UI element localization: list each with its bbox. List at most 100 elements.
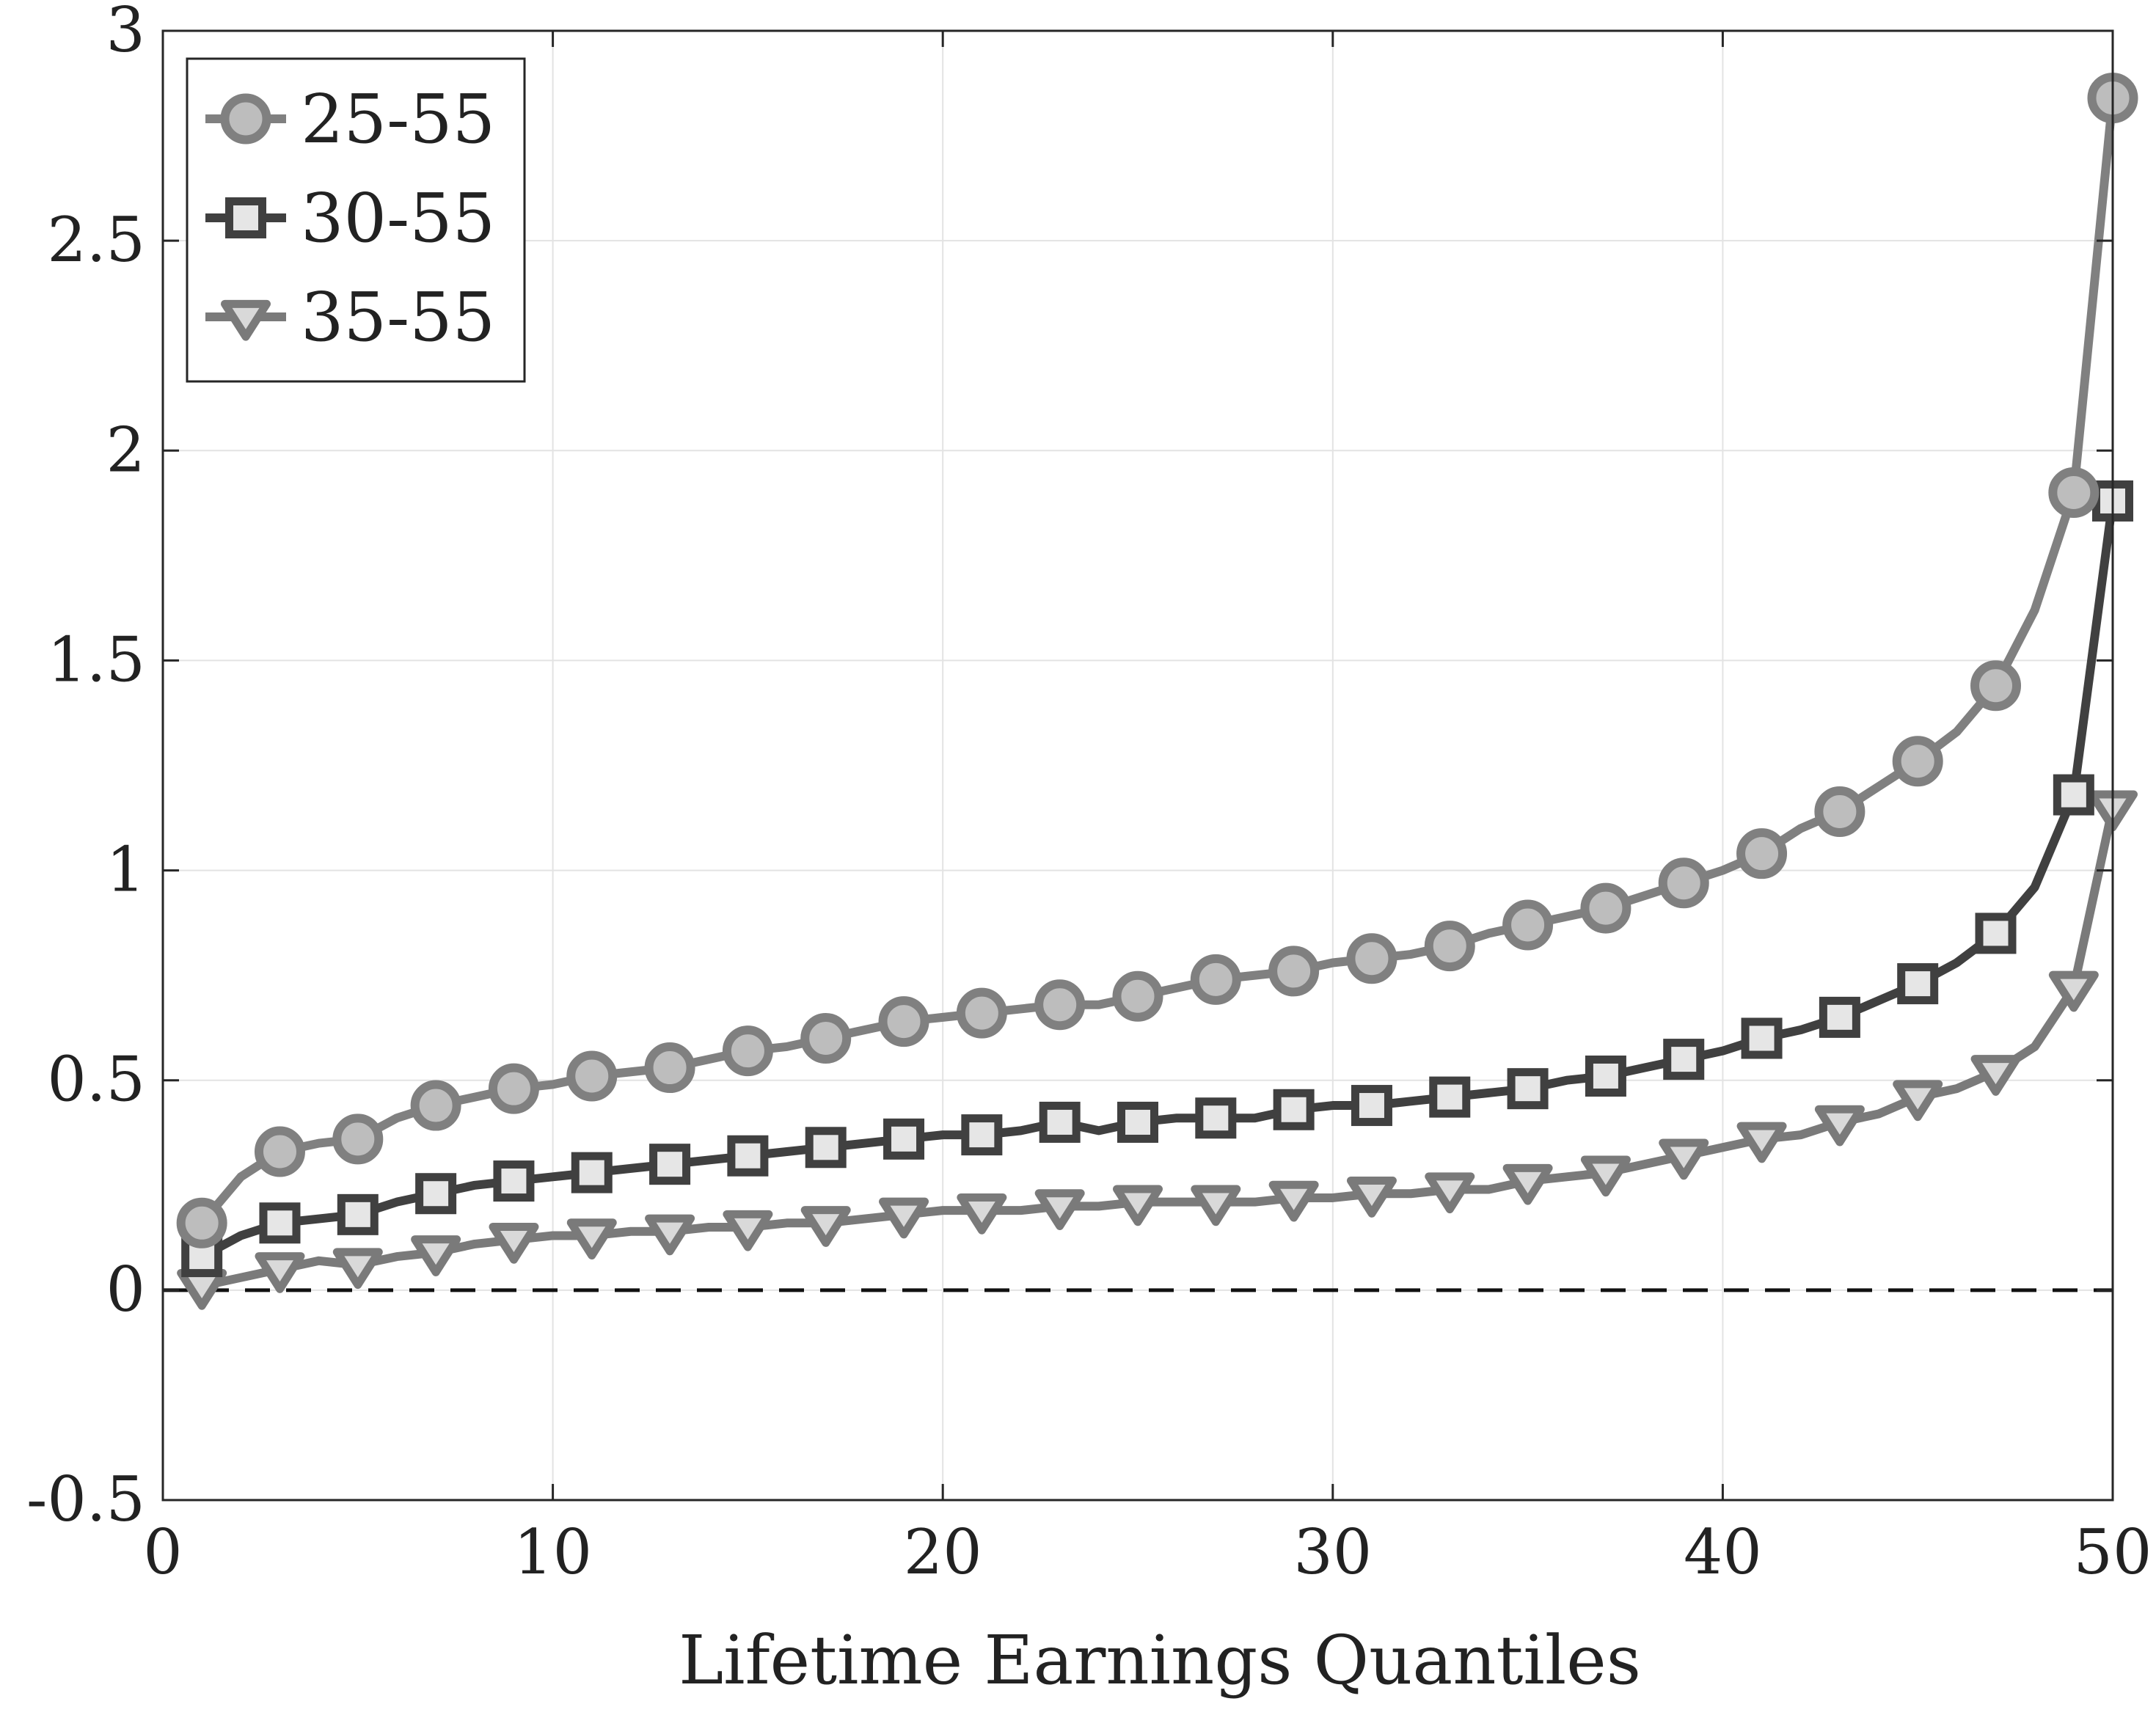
data-point bbox=[2048, 970, 2099, 1012]
data-point bbox=[1273, 1089, 1315, 1130]
data-point bbox=[1195, 1097, 1237, 1139]
x-tick-label: 30 bbox=[1293, 1516, 1372, 1588]
data-point bbox=[1502, 899, 1554, 951]
data-point bbox=[255, 1252, 305, 1293]
data-point bbox=[1034, 979, 1086, 1031]
data-point bbox=[1268, 946, 1320, 997]
legend-item: 25-55 bbox=[205, 80, 495, 158]
data-point bbox=[1736, 1122, 1787, 1163]
data-point bbox=[956, 987, 1007, 1039]
data-point bbox=[177, 1268, 227, 1310]
series-30-55 bbox=[181, 480, 2133, 1278]
data-point bbox=[254, 1126, 305, 1177]
data-point bbox=[1580, 1155, 1631, 1197]
data-point bbox=[566, 1218, 617, 1260]
data-point bbox=[800, 1206, 851, 1247]
data-point bbox=[1507, 1068, 1549, 1110]
data-point bbox=[1117, 1101, 1158, 1143]
data-point bbox=[1429, 1076, 1471, 1118]
legend-marker bbox=[220, 93, 271, 145]
data-point bbox=[1580, 882, 1631, 934]
series-25-55 bbox=[176, 73, 2138, 1248]
data-point bbox=[489, 1223, 539, 1264]
data-point bbox=[727, 1135, 769, 1177]
legend: 25-55 30-55 35-55 bbox=[186, 57, 526, 383]
data-point bbox=[411, 1235, 461, 1276]
x-tick-label: 0 bbox=[143, 1516, 182, 1588]
y-tick-label: 1 bbox=[106, 834, 145, 906]
data-point bbox=[805, 1127, 847, 1169]
data-point bbox=[2048, 467, 2100, 519]
y-tick-label: 3 bbox=[106, 0, 145, 66]
data-point bbox=[1970, 1055, 2021, 1096]
data-point bbox=[488, 1063, 539, 1114]
legend-item: 35-55 bbox=[205, 278, 495, 356]
data-point bbox=[1814, 1105, 1865, 1147]
legend-label: 25-55 bbox=[301, 80, 495, 158]
series-line bbox=[197, 802, 2117, 1291]
series-35-55 bbox=[177, 790, 2138, 1310]
data-point bbox=[1346, 1177, 1397, 1218]
data-point bbox=[1814, 786, 1866, 837]
data-point bbox=[645, 1214, 695, 1256]
data-point bbox=[332, 1248, 383, 1290]
data-point bbox=[1741, 1017, 1783, 1059]
data-point bbox=[1191, 1185, 1241, 1226]
x-tick-label: 20 bbox=[904, 1516, 982, 1588]
x-tick-label: 50 bbox=[2074, 1516, 2152, 1588]
y-tick-label: 2.5 bbox=[47, 204, 145, 276]
data-point bbox=[1424, 921, 1475, 972]
data-point bbox=[415, 1173, 457, 1215]
data-point bbox=[1346, 933, 1397, 984]
data-point bbox=[571, 1152, 613, 1193]
data-point bbox=[1893, 1080, 1943, 1122]
x-axis-title: Lifetime Earnings Quantiles bbox=[679, 1621, 1641, 1700]
data-point bbox=[1112, 970, 1163, 1022]
y-tick-label: 0.5 bbox=[47, 1044, 145, 1116]
y-tick-label: -0.5 bbox=[26, 1463, 145, 1535]
data-point bbox=[957, 1193, 1007, 1235]
data-point bbox=[1190, 954, 1241, 1005]
x-tick-label: 40 bbox=[1684, 1516, 1762, 1588]
data-point bbox=[337, 1193, 379, 1235]
axis-ticks: 0 10 20 30 40 50-0.500.511.522.53 bbox=[26, 0, 2152, 1588]
data-point bbox=[1658, 857, 1709, 909]
data-point bbox=[176, 1197, 227, 1248]
data-point bbox=[1113, 1185, 1163, 1226]
data-point bbox=[493, 1160, 535, 1202]
data-point bbox=[1659, 1138, 1709, 1180]
data-point bbox=[800, 1012, 852, 1064]
data-point bbox=[566, 1050, 618, 1102]
data-point bbox=[1425, 1172, 1475, 1214]
data-point bbox=[259, 1202, 301, 1244]
data-point bbox=[2053, 774, 2094, 816]
data-point bbox=[332, 1114, 384, 1165]
x-tick-label: 10 bbox=[514, 1516, 592, 1588]
data-point bbox=[1897, 963, 1939, 1005]
data-point bbox=[1034, 1189, 1085, 1230]
data-point bbox=[878, 996, 929, 1047]
y-tick-label: 1.5 bbox=[47, 624, 145, 695]
data-point bbox=[1268, 1180, 1319, 1222]
legend-label: 30-55 bbox=[301, 179, 495, 257]
data-point bbox=[879, 1197, 929, 1239]
data-point bbox=[1975, 913, 2017, 954]
data-point bbox=[1819, 996, 1860, 1038]
series-line bbox=[197, 496, 2117, 1262]
data-point bbox=[1663, 1039, 1705, 1080]
data-point bbox=[723, 1210, 773, 1251]
data-point bbox=[644, 1042, 695, 1094]
legend-marker bbox=[221, 299, 271, 341]
y-tick-label: 0 bbox=[106, 1254, 145, 1325]
data-point bbox=[1892, 736, 1943, 787]
data-point bbox=[1502, 1163, 1553, 1205]
data-point bbox=[1970, 660, 2022, 712]
data-point bbox=[410, 1080, 461, 1131]
data-point bbox=[1039, 1101, 1081, 1143]
data-point bbox=[722, 1025, 773, 1077]
y-tick-label: 2 bbox=[106, 414, 145, 486]
data-point bbox=[1585, 1055, 1626, 1097]
legend-item: 30-55 bbox=[205, 179, 495, 257]
plot-frame bbox=[161, 29, 2114, 1502]
data-point bbox=[1351, 1085, 1392, 1127]
